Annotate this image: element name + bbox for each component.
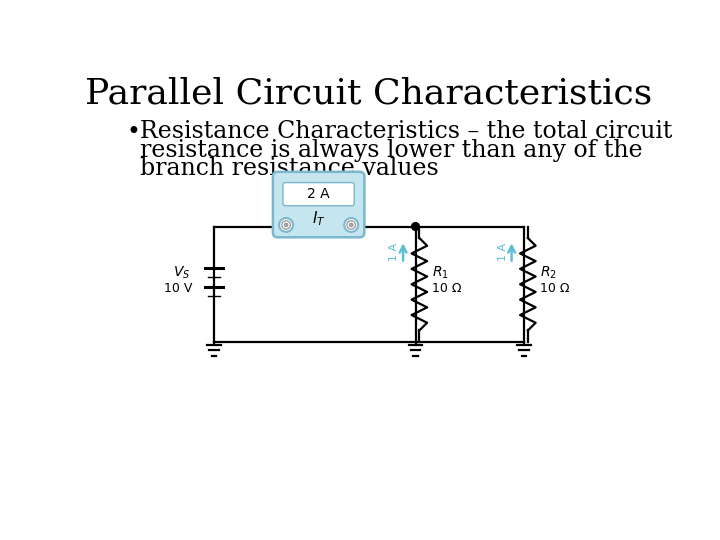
Text: 2 A: 2 A [307, 187, 330, 201]
Circle shape [347, 221, 356, 229]
Text: $V_S$: $V_S$ [174, 265, 191, 281]
Text: 1 A: 1 A [498, 243, 508, 261]
Text: 10 V: 10 V [164, 281, 192, 295]
Text: Resistance Characteristics – the total circuit: Resistance Characteristics – the total c… [140, 120, 672, 143]
Text: 10 Ω: 10 Ω [540, 281, 570, 295]
Text: 10 Ω: 10 Ω [432, 281, 462, 295]
Circle shape [279, 218, 293, 232]
Circle shape [282, 221, 290, 229]
Text: branch resistance values: branch resistance values [140, 157, 439, 180]
Circle shape [344, 218, 358, 232]
FancyBboxPatch shape [283, 183, 354, 206]
Text: resistance is always lower than any of the: resistance is always lower than any of t… [140, 139, 643, 161]
Text: $R_2$: $R_2$ [540, 265, 557, 281]
FancyBboxPatch shape [273, 172, 364, 237]
Text: $I_T$: $I_T$ [312, 210, 325, 228]
Text: Parallel Circuit Characteristics: Parallel Circuit Characteristics [86, 76, 652, 110]
Text: 1 A: 1 A [390, 243, 399, 261]
Text: •: • [127, 120, 140, 144]
Circle shape [284, 223, 288, 227]
Circle shape [412, 222, 419, 231]
Circle shape [349, 223, 353, 227]
Text: $R_1$: $R_1$ [432, 265, 449, 281]
